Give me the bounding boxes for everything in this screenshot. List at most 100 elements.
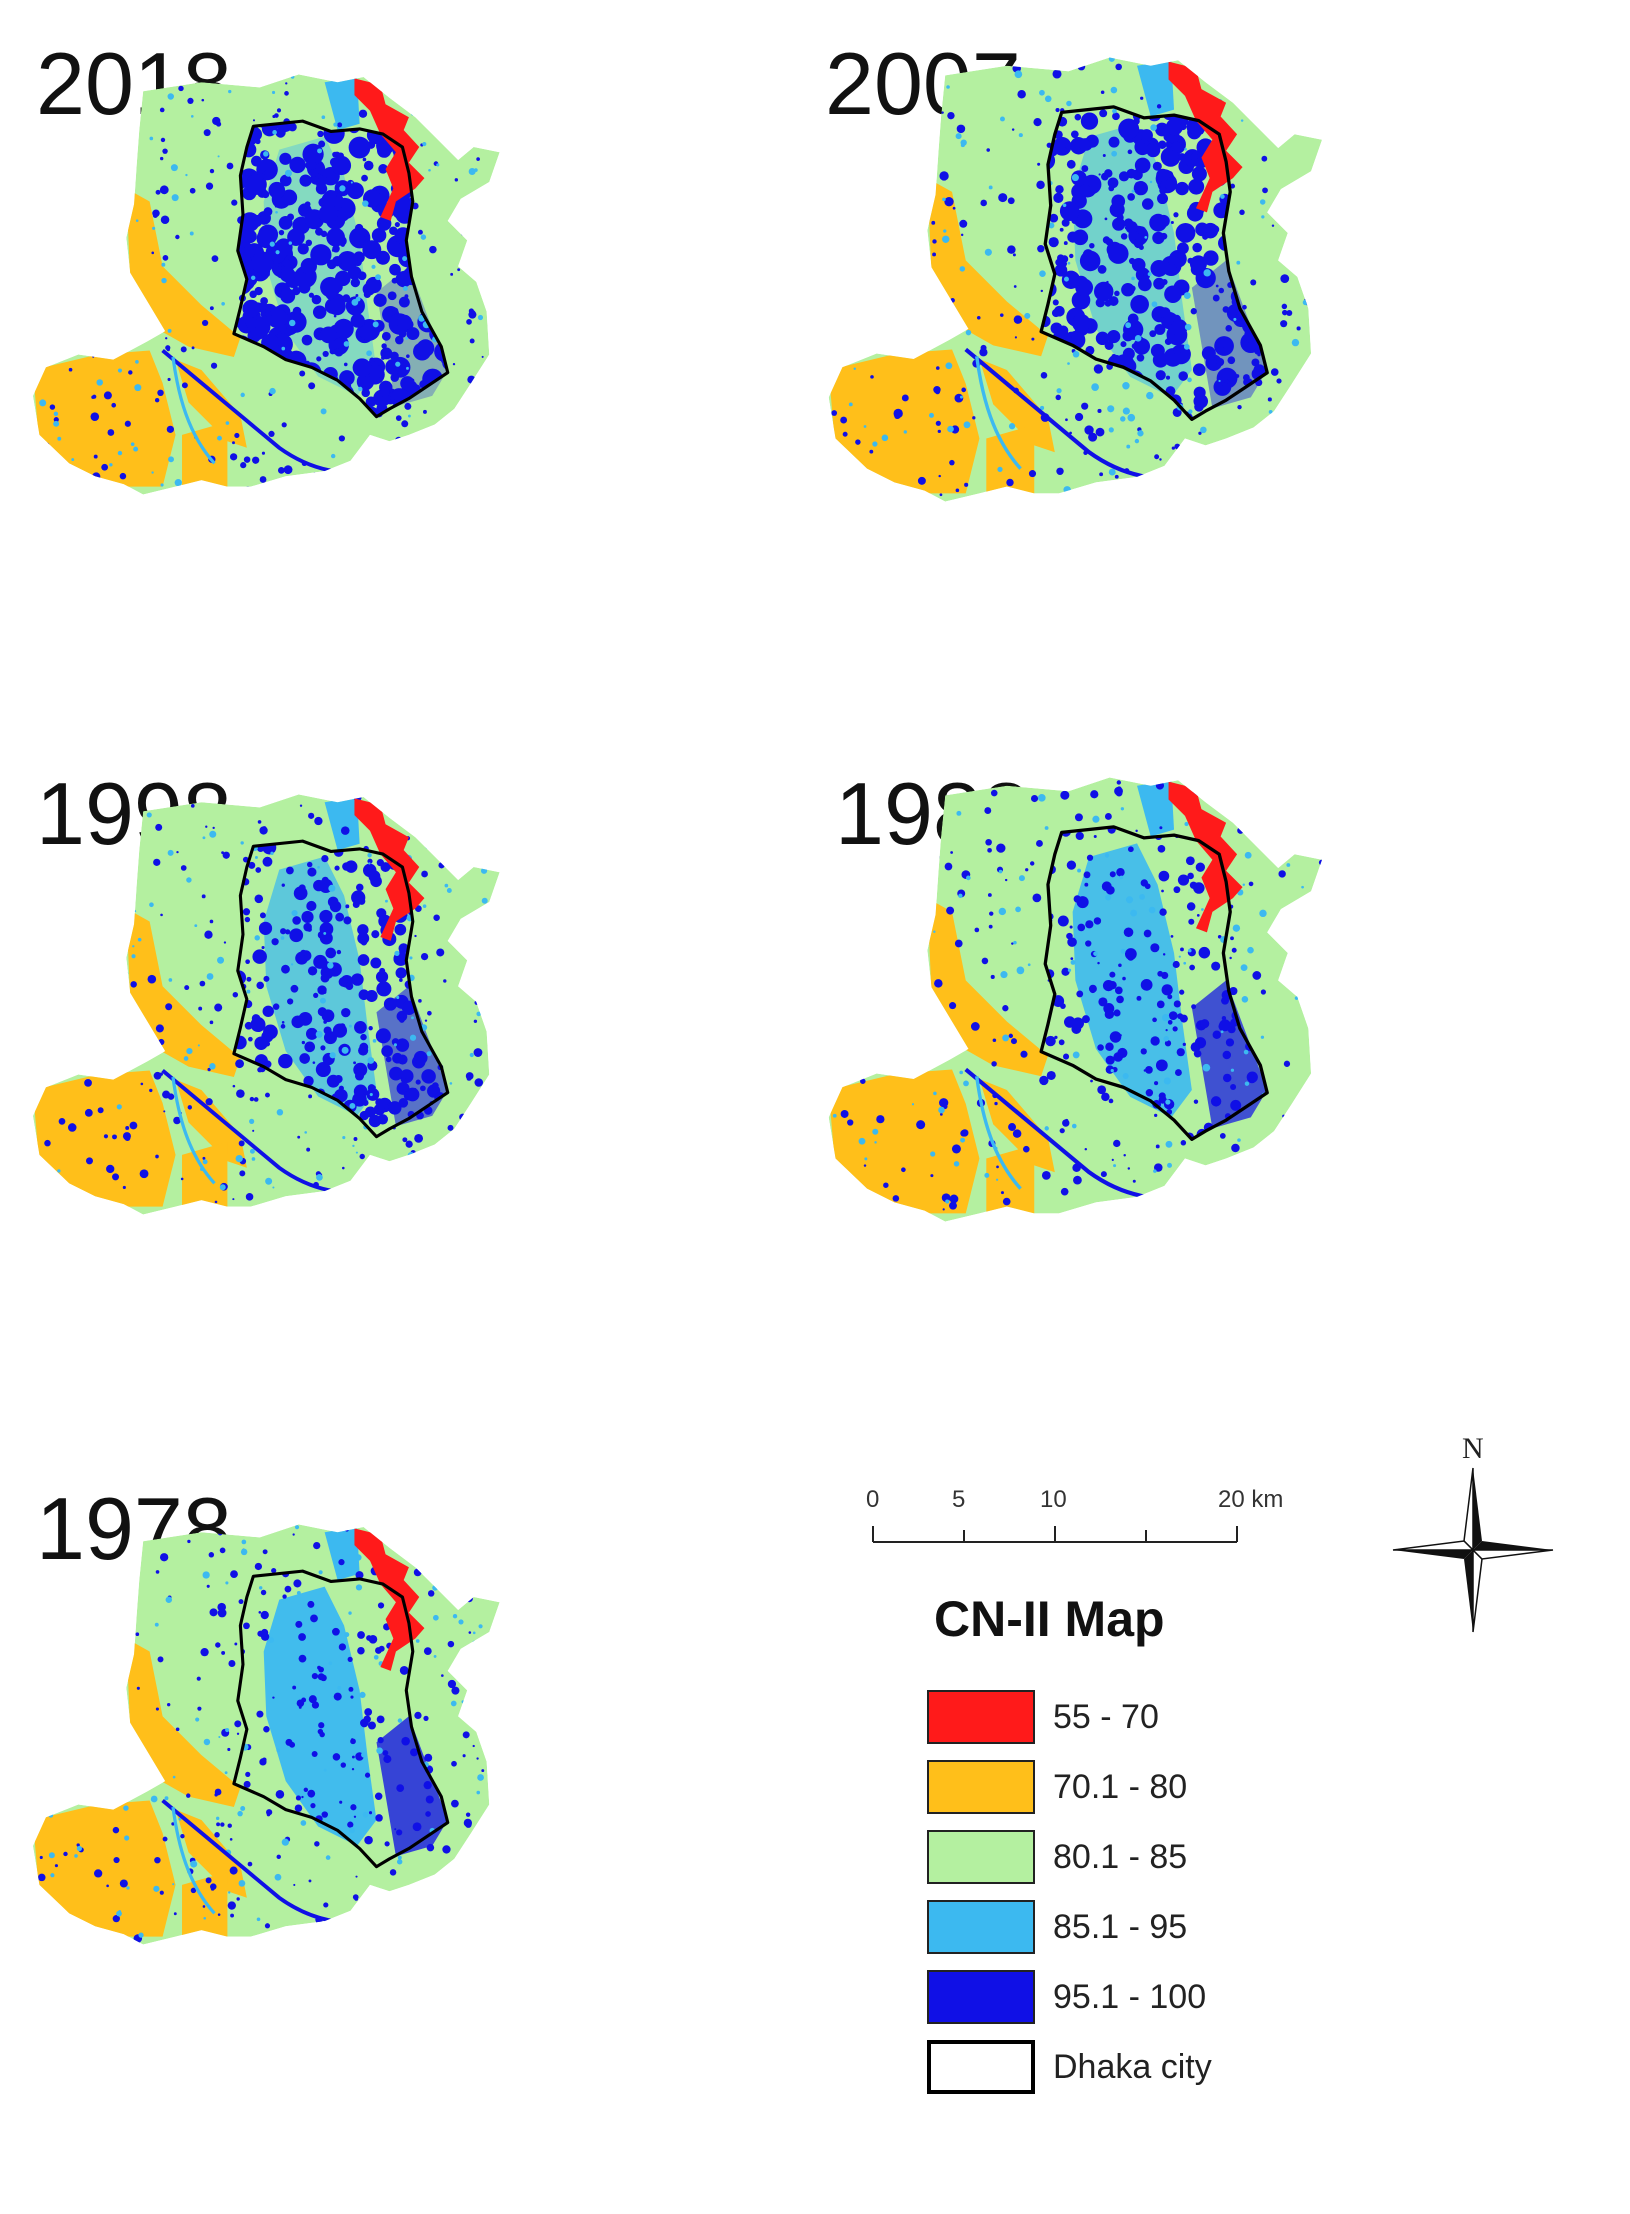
water-speck: [1072, 350, 1080, 358]
urban-speck: [58, 1589, 64, 1595]
urban-patch: [371, 228, 387, 243]
urban-speck: [1001, 490, 1004, 494]
urban-patch: [369, 357, 375, 364]
urban-patch: [279, 174, 292, 187]
urban-patch: [375, 1814, 383, 1822]
urban-speck: [422, 1891, 425, 1894]
urban-speck: [412, 470, 419, 477]
urban-speck: [184, 985, 190, 991]
urban-speck: [267, 1937, 271, 1942]
urban-speck: [363, 1715, 371, 1724]
urban-speck: [231, 199, 238, 206]
water-speck: [955, 133, 962, 140]
urban-speck: [939, 493, 943, 497]
urban-patch: [1145, 1089, 1154, 1097]
water-speck: [1203, 269, 1211, 277]
urban-speck: [398, 96, 403, 102]
water-speck: [256, 1917, 261, 1922]
urban-speck: [972, 416, 976, 420]
urban-speck: [1280, 320, 1288, 328]
water-speck: [141, 1783, 148, 1790]
urban-patch: [332, 256, 343, 267]
urban-speck: [487, 424, 493, 430]
urban-speck: [292, 306, 302, 316]
urban-speck: [1195, 1182, 1200, 1186]
urban-patch: [262, 856, 273, 867]
urban-speck: [475, 127, 480, 131]
water-speck: [858, 1055, 862, 1059]
urban-speck: [76, 1843, 80, 1847]
urban-speck: [1013, 778, 1018, 783]
water-speck: [1317, 306, 1321, 310]
urban-speck: [227, 1823, 232, 1828]
water-speck: [131, 954, 136, 959]
water-speck: [276, 1748, 281, 1753]
water-speck: [1120, 416, 1126, 422]
urban-patch: [1202, 222, 1219, 239]
urban-speck: [1081, 1015, 1090, 1024]
urban-speck: [304, 1932, 313, 1940]
urban-speck: [1088, 984, 1097, 993]
urban-speck: [261, 190, 270, 199]
urban-speck: [454, 1919, 462, 1927]
urban-patch: [1059, 201, 1080, 222]
water-speck: [409, 956, 413, 960]
urban-speck: [333, 314, 337, 318]
water-speck: [235, 1154, 243, 1163]
water-speck: [1286, 863, 1291, 867]
legend-label: 80.1 - 85: [1053, 1837, 1188, 1876]
water-speck: [433, 1654, 437, 1658]
urban-patch: [1168, 1011, 1178, 1020]
urban-speck: [1065, 418, 1068, 422]
water-speck: [96, 379, 103, 386]
urban-speck: [480, 442, 489, 451]
urban-speck: [232, 992, 239, 998]
urban-patch: [376, 981, 392, 997]
urban-speck: [1161, 889, 1164, 893]
urban-speck: [230, 1570, 238, 1578]
urban-speck: [315, 1919, 321, 1925]
water-speck: [149, 136, 154, 141]
urban-speck: [841, 296, 850, 304]
water-speck: [48, 1813, 54, 1818]
water-speck: [317, 148, 323, 154]
water-speck: [1315, 937, 1319, 941]
water-speck: [476, 1790, 481, 1795]
water-speck: [133, 446, 139, 452]
urban-speck: [1261, 155, 1268, 162]
urban-speck: [101, 192, 107, 198]
urban-patch: [1150, 943, 1160, 953]
urban-speck: [128, 370, 133, 375]
urban-patch: [335, 270, 351, 287]
urban-speck: [428, 1895, 433, 1901]
urban-patch: [1192, 242, 1202, 253]
urban-speck: [1032, 893, 1042, 903]
urban-speck: [890, 1011, 899, 1020]
urban-patch: [300, 258, 317, 275]
urban-patch: [1187, 872, 1194, 880]
urban-speck: [895, 144, 901, 150]
water-speck: [81, 874, 87, 880]
urban-speck: [313, 992, 319, 998]
urban-speck: [386, 1919, 395, 1928]
water-speck: [240, 1548, 248, 1556]
urban-speck: [960, 233, 964, 237]
urban-speck: [867, 969, 876, 978]
urban-speck: [1289, 805, 1295, 811]
water-speck: [1072, 1051, 1080, 1059]
urban-speck: [80, 1761, 85, 1765]
water-speck: [361, 1751, 368, 1758]
urban-speck: [284, 91, 289, 96]
urban-patch: [263, 975, 270, 982]
urban-speck: [117, 894, 126, 903]
water-speck: [1067, 362, 1070, 365]
urban-speck: [88, 305, 93, 310]
urban-speck: [1308, 373, 1312, 377]
water-speck: [114, 1600, 122, 1607]
water-speck: [154, 1622, 159, 1627]
urban-speck: [1281, 303, 1288, 310]
urban-speck: [296, 1699, 305, 1707]
urban-patch: [1075, 278, 1094, 297]
urban-speck: [482, 188, 490, 197]
legend-item: 95.1 - 100: [927, 1970, 1206, 2024]
